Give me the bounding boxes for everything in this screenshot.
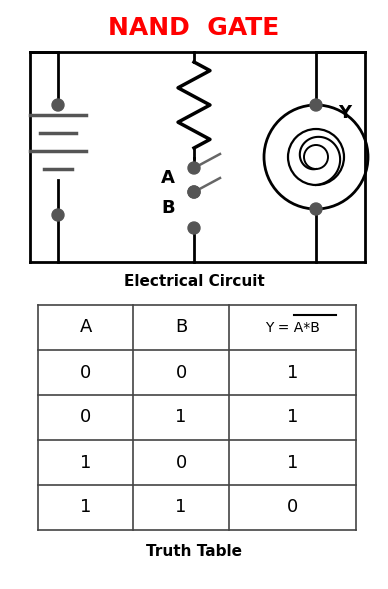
Text: 0: 0: [175, 454, 187, 472]
Text: Electrical Circuit: Electrical Circuit: [124, 274, 264, 290]
Text: 1: 1: [175, 498, 187, 517]
Text: Y: Y: [338, 104, 351, 122]
Text: 1: 1: [175, 409, 187, 426]
Circle shape: [52, 209, 64, 221]
Text: 1: 1: [80, 454, 92, 472]
Text: Truth Table: Truth Table: [146, 544, 242, 560]
Text: 1: 1: [287, 454, 298, 472]
Text: B: B: [175, 319, 187, 336]
Circle shape: [188, 186, 200, 198]
Text: 1: 1: [287, 363, 298, 382]
Circle shape: [188, 186, 200, 198]
Text: 0: 0: [287, 498, 298, 517]
Text: A: A: [161, 169, 175, 187]
Circle shape: [188, 162, 200, 174]
Text: Y = A*B: Y = A*B: [265, 320, 320, 335]
Text: 1: 1: [287, 409, 298, 426]
Text: 0: 0: [175, 363, 187, 382]
Circle shape: [52, 99, 64, 111]
Circle shape: [188, 222, 200, 234]
Text: A: A: [80, 319, 92, 336]
Text: NAND  GATE: NAND GATE: [108, 16, 280, 40]
Text: 0: 0: [80, 409, 91, 426]
Circle shape: [310, 99, 322, 111]
Circle shape: [310, 203, 322, 215]
Text: B: B: [161, 199, 175, 217]
Text: 1: 1: [80, 498, 92, 517]
Text: 0: 0: [80, 363, 91, 382]
